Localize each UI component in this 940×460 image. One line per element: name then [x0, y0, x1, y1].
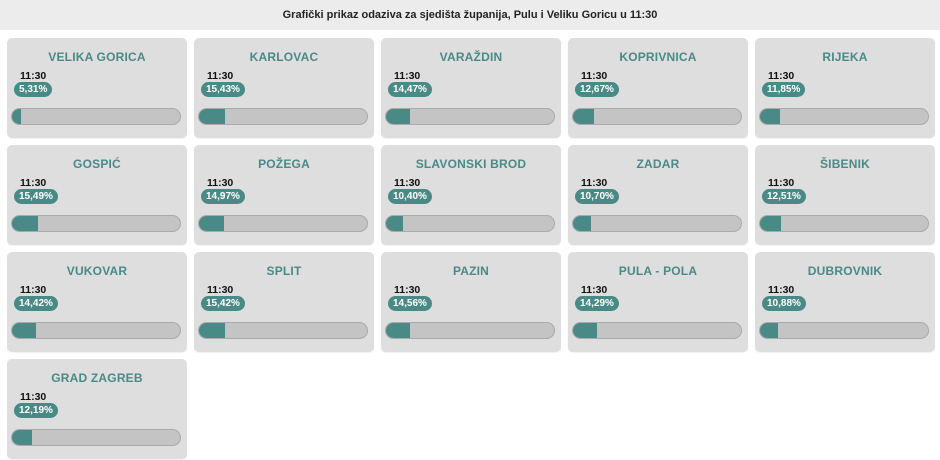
turnout-bar-track: [385, 215, 555, 232]
turnout-bar-fill: [760, 216, 782, 231]
turnout-card: VUKOVAR 11:30 14,42%: [7, 252, 187, 352]
percent-badge: 10,88%: [762, 296, 806, 311]
turnout-bar-track: [385, 322, 555, 339]
percent-badge: 14,47%: [388, 82, 432, 97]
time-label: 11:30: [394, 177, 421, 189]
percent-badge: 14,29%: [575, 296, 619, 311]
time-label: 11:30: [207, 284, 234, 296]
time-label: 11:30: [768, 284, 795, 296]
turnout-card: GRAD ZAGREB 11:30 12,19%: [7, 359, 187, 459]
time-label: 11:30: [20, 177, 47, 189]
turnout-grid: VELIKA GORICA 11:30 5,31% KARLOVAC 11:30 15,4…: [0, 30, 940, 460]
turnout-bar-fill: [760, 109, 780, 124]
turnout-card: SLAVONSKI BROD 11:30 10,40%: [381, 145, 561, 245]
turnout-bar-track: [11, 215, 181, 232]
turnout-card: VARAŽDIN 11:30 14,47%: [381, 38, 561, 138]
turnout-bar-fill: [12, 216, 39, 231]
turnout-bar-track: [11, 429, 181, 446]
city-name: VARAŽDIN: [439, 50, 503, 64]
percent-badge: 14,97%: [201, 189, 245, 204]
turnout-bar-fill: [573, 323, 597, 338]
percent-badge: 12,67%: [575, 82, 619, 97]
time-label: 11:30: [20, 70, 47, 82]
city-name: KARLOVAC: [249, 50, 319, 64]
turnout-bar-fill: [12, 430, 33, 445]
city-name: VUKOVAR: [66, 264, 128, 278]
city-name: SPLIT: [266, 264, 302, 278]
time-label: 11:30: [581, 70, 608, 82]
time-label: 11:30: [581, 284, 608, 296]
turnout-bar-track: [385, 108, 555, 125]
percent-badge: 12,51%: [762, 189, 806, 204]
percent-badge: 15,42%: [201, 296, 245, 311]
percent-badge: 10,40%: [388, 189, 432, 204]
percent-badge: 15,43%: [201, 82, 245, 97]
time-label: 11:30: [768, 70, 795, 82]
turnout-card: PULA - POLA 11:30 14,29%: [568, 252, 748, 352]
turnout-card: KARLOVAC 11:30 15,43%: [194, 38, 374, 138]
city-name: VELIKA GORICA: [48, 50, 146, 64]
time-label: 11:30: [394, 70, 421, 82]
turnout-bar-fill: [199, 216, 225, 231]
turnout-bar-fill: [386, 323, 411, 338]
time-label: 11:30: [581, 177, 608, 189]
city-name: ZADAR: [636, 157, 680, 171]
time-label: 11:30: [768, 177, 795, 189]
city-name: DUBROVNIK: [807, 264, 883, 278]
turnout-card: DUBROVNIK 11:30 10,88%: [755, 252, 935, 352]
turnout-bar-track: [759, 322, 929, 339]
city-name: ŠIBENIK: [819, 157, 871, 171]
turnout-card: POŽEGA 11:30 14,97%: [194, 145, 374, 245]
turnout-card: SPLIT 11:30 15,42%: [194, 252, 374, 352]
turnout-bar-fill: [199, 323, 225, 338]
city-name: POŽEGA: [258, 157, 310, 171]
turnout-bar-fill: [573, 109, 595, 124]
turnout-bar-track: [759, 108, 929, 125]
turnout-bar-track: [759, 215, 929, 232]
turnout-bar-fill: [12, 323, 37, 338]
city-name: GOSPIĆ: [73, 157, 121, 171]
turnout-card: ZADAR 11:30 10,70%: [568, 145, 748, 245]
turnout-bar-fill: [12, 109, 21, 124]
time-label: 11:30: [20, 284, 47, 296]
percent-badge: 10,70%: [575, 189, 619, 204]
turnout-bar-track: [11, 322, 181, 339]
turnout-bar-fill: [760, 323, 779, 338]
time-label: 11:30: [20, 391, 47, 403]
time-label: 11:30: [207, 70, 234, 82]
city-name: GRAD ZAGREB: [51, 371, 143, 385]
city-name: SLAVONSKI BROD: [415, 157, 527, 171]
percent-badge: 12,19%: [14, 403, 58, 418]
turnout-card: VELIKA GORICA 11:30 5,31%: [7, 38, 187, 138]
turnout-card: RIJEKA 11:30 11,85%: [755, 38, 935, 138]
page-title: Grafički prikaz odaziva za sjedišta župa…: [0, 0, 940, 30]
turnout-card: PAZIN 11:30 14,56%: [381, 252, 561, 352]
percent-badge: 14,42%: [14, 296, 58, 311]
percent-badge: 14,56%: [388, 296, 432, 311]
turnout-bar-fill: [386, 216, 404, 231]
percent-badge: 15,49%: [14, 189, 58, 204]
turnout-card: ŠIBENIK 11:30 12,51%: [755, 145, 935, 245]
percent-badge: 11,85%: [762, 82, 806, 97]
turnout-bar-track: [572, 322, 742, 339]
turnout-card: KOPRIVNICA 11:30 12,67%: [568, 38, 748, 138]
city-name: RIJEKA: [822, 50, 868, 64]
time-label: 11:30: [207, 177, 234, 189]
turnout-bar-fill: [386, 109, 411, 124]
time-label: 11:30: [394, 284, 421, 296]
turnout-bar-track: [198, 215, 368, 232]
turnout-bar-fill: [199, 109, 225, 124]
city-name: PULA - POLA: [618, 264, 698, 278]
turnout-bar-track: [572, 108, 742, 125]
turnout-bar-fill: [573, 216, 591, 231]
turnout-bar-track: [198, 108, 368, 125]
turnout-bar-track: [572, 215, 742, 232]
city-name: KOPRIVNICA: [619, 50, 697, 64]
city-name: PAZIN: [452, 264, 490, 278]
percent-badge: 5,31%: [14, 82, 53, 97]
turnout-bar-track: [198, 322, 368, 339]
turnout-card: GOSPIĆ 11:30 15,49%: [7, 145, 187, 245]
turnout-bar-track: [11, 108, 181, 125]
